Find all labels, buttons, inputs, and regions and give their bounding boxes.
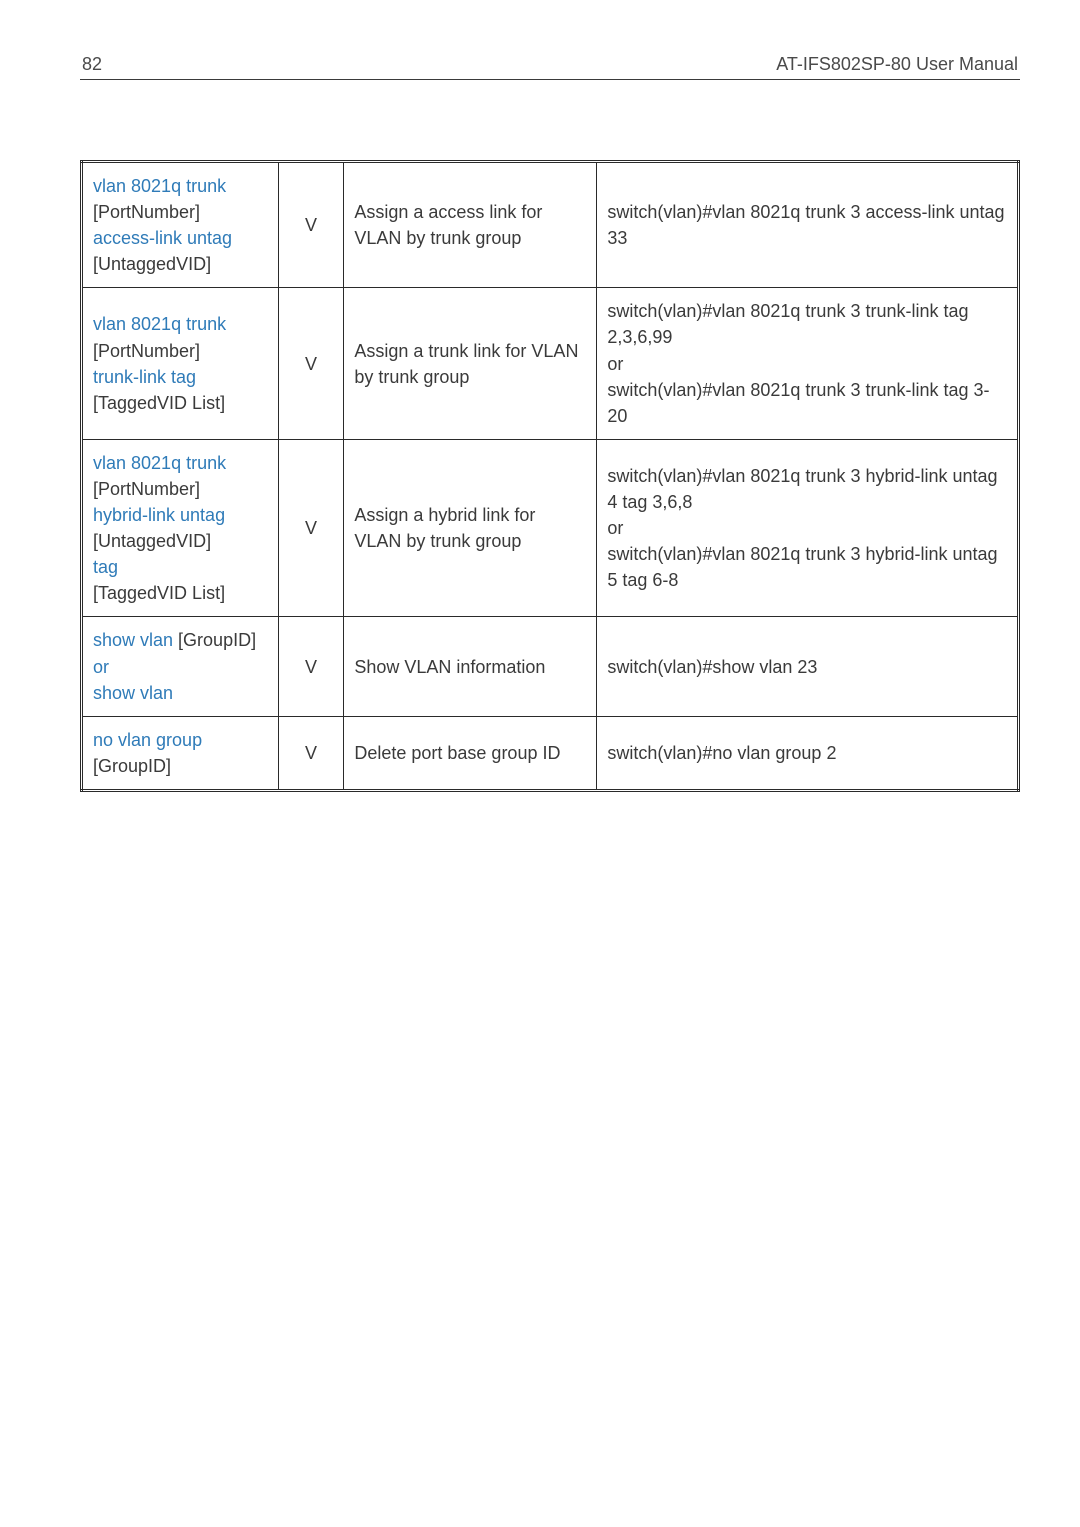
page-header: 82 AT-IFS802SP-80 User Manual [80, 54, 1020, 80]
cell-command: vlan 8021q trunk[PortNumber]trunk-link t… [82, 288, 279, 439]
cell-mode: V [278, 716, 344, 790]
cell-example: switch(vlan)#show vlan 23 [597, 617, 1019, 716]
table-row: vlan 8021q trunk[PortNumber]hybrid-link … [82, 439, 1019, 617]
cell-example: switch(vlan)#no vlan group 2 [597, 716, 1019, 790]
table-row: vlan 8021q trunk[PortNumber]access-link … [82, 162, 1019, 288]
cell-mode: V [278, 617, 344, 716]
cell-mode: V [278, 439, 344, 617]
cell-description: Show VLAN information [344, 617, 597, 716]
cell-command: no vlan group[GroupID] [82, 716, 279, 790]
table-row: vlan 8021q trunk[PortNumber]trunk-link t… [82, 288, 1019, 439]
table-row: show vlan [GroupID]orshow vlanVShow VLAN… [82, 617, 1019, 716]
cell-description: Assign a access link for VLAN by trunk g… [344, 162, 597, 288]
cell-command: vlan 8021q trunk[PortNumber]hybrid-link … [82, 439, 279, 617]
command-table-body: vlan 8021q trunk[PortNumber]access-link … [82, 162, 1019, 791]
cell-command: vlan 8021q trunk[PortNumber]access-link … [82, 162, 279, 288]
cell-mode: V [278, 288, 344, 439]
page-number: 82 [80, 54, 102, 75]
cell-example: switch(vlan)#vlan 8021q trunk 3 access-l… [597, 162, 1019, 288]
cell-example: switch(vlan)#vlan 8021q trunk 3 trunk-li… [597, 288, 1019, 439]
cell-command: show vlan [GroupID]orshow vlan [82, 617, 279, 716]
command-table: vlan 8021q trunk[PortNumber]access-link … [80, 160, 1020, 792]
cell-example: switch(vlan)#vlan 8021q trunk 3 hybrid-l… [597, 439, 1019, 617]
cell-description: Assign a trunk link for VLAN by trunk gr… [344, 288, 597, 439]
page: 82 AT-IFS802SP-80 User Manual vlan 8021q… [0, 0, 1080, 792]
cell-description: Assign a hybrid link for VLAN by trunk g… [344, 439, 597, 617]
cell-description: Delete port base group ID [344, 716, 597, 790]
table-row: no vlan group[GroupID]VDelete port base … [82, 716, 1019, 790]
cell-mode: V [278, 162, 344, 288]
manual-title: AT-IFS802SP-80 User Manual [776, 54, 1020, 75]
